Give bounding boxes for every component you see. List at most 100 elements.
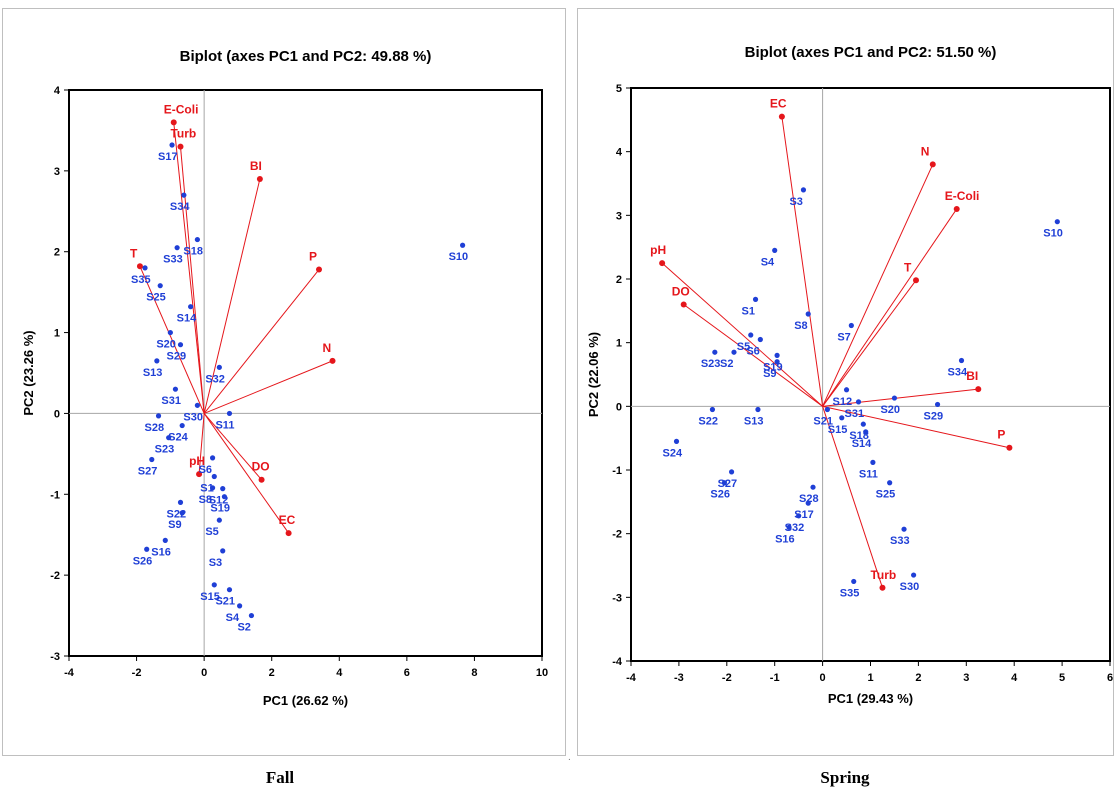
observation-label: S14 [177, 313, 197, 325]
observation-point [149, 456, 155, 463]
observation-label: S35 [840, 587, 860, 599]
x-tick-label: 8 [471, 667, 477, 679]
observation-label: S24 [663, 447, 683, 459]
y-tick-label: -1 [50, 489, 60, 501]
variable-point [913, 277, 920, 284]
observation-point [757, 336, 763, 343]
observation-label: S33 [890, 535, 910, 547]
observation-label: S27 [718, 478, 738, 490]
observation-point [188, 304, 194, 310]
observation-point [142, 265, 148, 271]
observation-label: S35 [131, 274, 151, 286]
variable-point [196, 471, 203, 478]
x-tick-label: 0 [820, 672, 826, 684]
variable-label: P [997, 428, 1005, 442]
observation-point [911, 572, 917, 578]
observation-label: S22 [698, 416, 718, 428]
observation-point [167, 329, 173, 336]
variable-point [953, 205, 960, 212]
spring-caption: Spring [820, 768, 870, 787]
variable-point [136, 263, 143, 270]
variable-point [879, 584, 886, 591]
variable-point [316, 266, 323, 273]
observation-point [934, 401, 941, 408]
observation-point [194, 236, 200, 243]
variable-vector [203, 413, 290, 534]
observation-label: S8 [794, 320, 807, 332]
x-tick-label: 4 [336, 667, 343, 679]
x-tick-label: 2 [269, 667, 275, 679]
variable-point [680, 301, 687, 308]
observation-point [774, 352, 780, 358]
y-tick-label: -3 [50, 651, 60, 663]
y-axis-label: PC2 (23.26 %) [21, 330, 36, 415]
observation-point [226, 410, 233, 417]
observation-label: S23 [155, 444, 175, 456]
observation-point [177, 499, 184, 505]
variable-label: DO [252, 460, 270, 474]
observation-point [709, 406, 716, 413]
observation-point [851, 578, 857, 585]
variable-label: DO [672, 284, 690, 298]
x-tick-label: 5 [1059, 672, 1065, 684]
variable-point [329, 357, 336, 364]
observation-point [752, 296, 759, 302]
variable-point [975, 386, 982, 393]
x-tick-label: -1 [770, 672, 780, 684]
observation-label: S3 [209, 557, 222, 569]
observation-point [721, 480, 728, 486]
observation-point [181, 192, 187, 198]
observation-label: S8 [199, 494, 212, 506]
observation-label: S5 [737, 341, 750, 353]
fall-biplot-panel: Biplot (axes PC1 and PC2: 49.88 %) -4 -2 0 2… [2, 8, 566, 756]
observation-point [839, 415, 845, 421]
variable-label: pH [189, 454, 205, 468]
y-tick-label: 0 [54, 408, 60, 420]
observation-point [958, 357, 965, 364]
variable-label: N [323, 341, 332, 355]
variable-vector [683, 304, 823, 407]
observation-point [796, 513, 802, 519]
fall-biplot-chart: Biplot (axes PC1 and PC2: 49.88 %) -4 -2 0 2… [21, 48, 548, 708]
x-axis-label: PC1 (26.62 %) [263, 693, 348, 708]
observation-point [728, 469, 735, 475]
observation-point [157, 283, 163, 289]
variable-label: T [130, 246, 138, 260]
observation-label: S3 [789, 196, 802, 208]
observation-point [848, 322, 854, 329]
variable-vector [203, 413, 262, 481]
observation-label: S4 [761, 256, 775, 268]
observation-point [211, 473, 217, 480]
observation-point [179, 510, 185, 516]
observation-label: S9 [763, 368, 776, 380]
observation-label: S18 [183, 246, 203, 258]
variable-label: N [921, 144, 930, 158]
observation-label: S26 [133, 555, 153, 567]
observation-point [870, 459, 876, 465]
observation-label: S20 [156, 339, 176, 351]
variable-vector [661, 262, 823, 407]
y-tick-label: 1 [616, 338, 622, 350]
observation-point [810, 484, 816, 490]
observation-label: S15 [828, 424, 848, 436]
observation-point [673, 438, 680, 444]
chart-title: Biplot (axes PC1 and PC2: 49.88 %) [180, 48, 432, 65]
observation-point [174, 245, 180, 251]
x-tick-label: 4 [1011, 672, 1018, 684]
observation-point [220, 548, 226, 554]
observation-label: S27 [138, 466, 158, 478]
variable-point [256, 175, 263, 182]
chart-title: Biplot (axes PC1 and PC2: 51.50 %) [745, 44, 997, 61]
variable-point [659, 260, 666, 267]
variable-label: T [904, 260, 912, 274]
spring-biplot-chart: Biplot (axes PC1 and PC2: 51.50 %) -4 -3 -2… [586, 44, 1113, 706]
stray-mark: . [568, 752, 571, 763]
variable-vector [173, 122, 205, 414]
variable-vector [822, 279, 917, 407]
observation-point [755, 406, 761, 413]
observation-label: S17 [158, 151, 178, 163]
observation-point [800, 187, 807, 193]
observation-point [166, 435, 172, 441]
variable-label: E-Coli [164, 102, 199, 116]
variable-point [170, 119, 177, 126]
